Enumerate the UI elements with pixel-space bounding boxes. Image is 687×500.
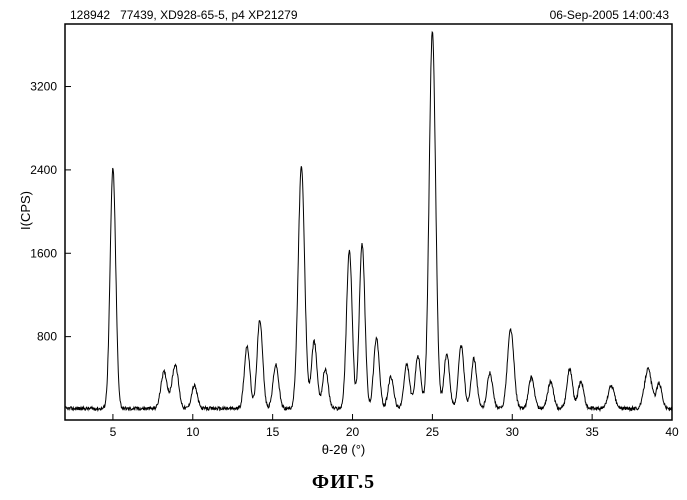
svg-text:1600: 1600	[30, 246, 57, 260]
header-right: 06-Sep-2005 14:00:43	[550, 8, 669, 22]
svg-text:3200: 3200	[30, 80, 57, 94]
svg-text:30: 30	[506, 425, 520, 439]
figure-caption: ФИГ.5	[0, 471, 687, 494]
svg-text:35: 35	[585, 425, 599, 439]
header-left-desc: 77439, XD928-65-5, p4 XP21279	[120, 8, 297, 22]
svg-text:10: 10	[186, 425, 200, 439]
header-left-id: 128942	[70, 8, 110, 22]
svg-text:15: 15	[266, 425, 280, 439]
figure-container: 128942 77439, XD928-65-5, p4 XP21279 06-…	[0, 0, 687, 500]
xrd-plot: 800 1600 2400 3200 5 10 15 20 25 30 35 40	[0, 0, 687, 460]
svg-text:20: 20	[346, 425, 360, 439]
header-left: 128942 77439, XD928-65-5, p4 XP21279	[70, 8, 298, 22]
svg-text:25: 25	[426, 425, 440, 439]
svg-text:5: 5	[110, 425, 117, 439]
svg-text:40: 40	[665, 425, 679, 439]
y-axis-label: I(CPS)	[18, 191, 33, 230]
x-axis-label: θ-2θ (°)	[0, 442, 687, 457]
svg-text:2400: 2400	[30, 163, 57, 177]
svg-text:800: 800	[37, 330, 57, 344]
